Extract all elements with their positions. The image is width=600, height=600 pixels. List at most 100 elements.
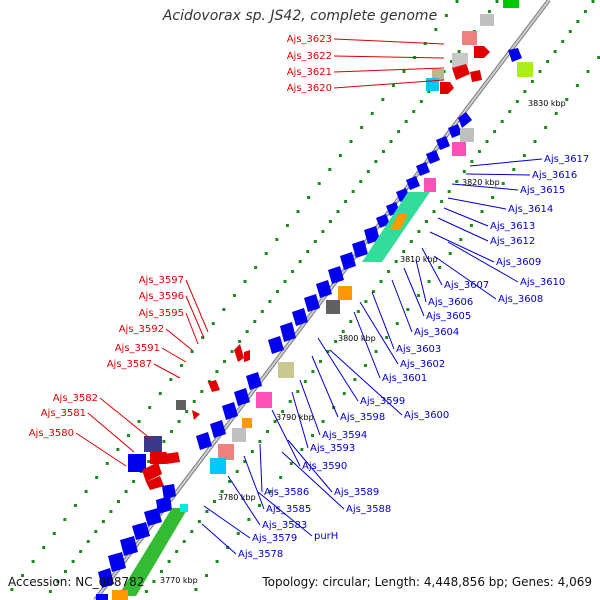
track-dot [310,434,314,437]
gene-label[interactable]: Ajs_3615 [520,185,565,196]
gene-label[interactable]: Ajs_3590 [302,461,347,472]
track-dot [317,182,321,185]
gene-label[interactable]: purH [314,531,338,542]
track-dot [260,310,264,313]
leader-line [281,451,345,510]
track-dot [152,580,156,583]
track-dot [291,270,295,273]
track-dot [412,110,416,113]
track-dot [204,574,208,577]
leader-line [243,455,265,510]
gene-label[interactable]: Ajs_3586 [264,487,309,498]
track-dot [379,280,383,283]
gene-label[interactable]: Ajs_3614 [508,204,553,215]
gene-label[interactable]: Ajs_3606 [428,297,473,308]
gene-label[interactable]: Ajs_3600 [404,410,449,421]
gene-label[interactable]: Ajs_3601 [382,373,427,384]
track-dot [296,210,300,213]
leader-line [451,183,519,191]
gene-label[interactable]: Ajs_3612 [490,236,535,247]
gene-label[interactable]: Ajs_3581 [41,408,86,419]
kbp-tick-label: 3790 kbp [276,413,314,422]
gene-label[interactable]: Ajs_3589 [334,487,379,498]
gene-label[interactable]: Ajs_3595 [139,308,184,319]
track-dot [515,100,519,103]
gene-label[interactable]: Ajs_3608 [498,294,543,305]
gene-label[interactable]: Ajs_3583 [262,520,307,531]
gene-label[interactable]: Ajs_3593 [310,443,355,454]
gene-label[interactable]: Ajs_3592 [119,324,164,335]
leader-line [87,412,135,453]
gene-label[interactable]: Ajs_3603 [396,344,441,355]
gene-label[interactable]: Ajs_3582 [53,393,98,404]
gene-arrow [376,214,390,228]
track-dot [124,490,128,493]
track-dot [341,330,345,333]
gene-label[interactable]: Ajs_3623 [287,34,332,45]
gene-label[interactable]: Ajs_3591 [115,343,160,354]
track-dot [406,308,410,311]
gene-label[interactable]: Ajs_3598 [340,412,385,423]
track-dot [387,270,391,273]
track-dot [95,476,99,479]
track-dot [298,260,302,263]
gene-block [242,418,252,428]
track-dot [544,126,548,129]
track-dot [84,490,88,493]
track-dot [177,420,181,423]
track-dot [450,60,454,63]
gene-block [462,31,477,45]
gene-label[interactable]: Ajs_3585 [266,504,311,515]
gene-label[interactable]: Ajs_3613 [490,221,535,232]
track-dot [79,550,83,553]
gene-block [256,392,272,408]
track-dot [73,504,77,507]
gene-label[interactable]: Ajs_3596 [139,291,184,302]
track-dot [109,510,113,513]
gene-label[interactable]: Ajs_3594 [322,430,367,441]
track-dot [147,460,151,463]
track-dot [94,530,98,533]
track-dot [250,450,254,453]
gene-label[interactable]: Ajs_3616 [532,170,577,181]
gene-label[interactable]: Ajs_3599 [360,396,405,407]
gene-label[interactable]: Ajs_3580 [29,428,74,439]
track-dot [565,98,569,101]
track-dot [364,300,368,303]
leader-line [353,311,381,379]
gene-label[interactable]: Ajs_3620 [287,83,332,94]
gene-arrow [474,46,490,58]
gene-label[interactable]: Ajs_3579 [252,533,297,544]
leader-line [203,505,251,539]
leader-line [333,38,445,45]
track-dot [257,504,261,507]
gene-label[interactable]: Ajs_3609 [496,257,541,268]
track-dot [207,380,211,383]
track-dot [230,350,234,353]
leader-line [161,347,187,363]
gene-label[interactable]: Ajs_3621 [287,67,332,78]
track-dot [419,100,423,103]
gene-arrow [244,350,250,362]
gene-label[interactable]: Ajs_3610 [520,277,565,288]
gene-label[interactable]: Ajs_3604 [414,327,459,338]
gene-label[interactable]: Ajs_3597 [139,275,184,286]
gene-label[interactable]: Ajs_3588 [346,504,391,515]
gene-label[interactable]: Ajs_3605 [426,311,471,322]
track-dot [20,574,24,577]
gene-label[interactable]: Ajs_3587 [107,359,152,370]
gene-label[interactable]: Ajs_3607 [444,280,489,291]
gene-label[interactable]: Ajs_3602 [400,359,445,370]
gene-label[interactable]: Ajs_3617 [544,154,589,165]
track-dot [353,378,357,381]
track-dot [228,480,232,483]
track-dot [275,238,279,241]
track-dot [167,560,171,563]
gene-arrow [120,536,138,556]
gene-label[interactable]: Ajs_3578 [238,549,283,560]
gene-arrow [508,48,522,62]
track-dot [300,448,304,451]
track-dot [349,320,353,323]
gene-label[interactable]: Ajs_3622 [287,51,332,62]
track-dot [42,546,46,549]
